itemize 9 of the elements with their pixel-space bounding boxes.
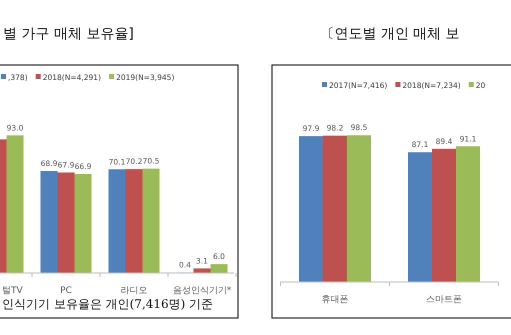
x-tick-label: 스마트폰 — [426, 295, 462, 305]
x-tick-label: 음성인식기기* — [172, 286, 232, 296]
x-tick-label: 라디오 — [120, 286, 148, 296]
x-tick-label: 휴대폰 — [322, 295, 348, 305]
chart-title: 별 가구 매체 보유율] — [3, 26, 134, 42]
x-tick-label: PC — [60, 286, 72, 296]
x-tick-label: 털TV — [2, 286, 24, 296]
chart-title: 〔연도별 개인 매체 보 — [320, 26, 460, 42]
text: 인식기기 보유율은 개인(7,416명) 기준 — [2, 297, 214, 311]
